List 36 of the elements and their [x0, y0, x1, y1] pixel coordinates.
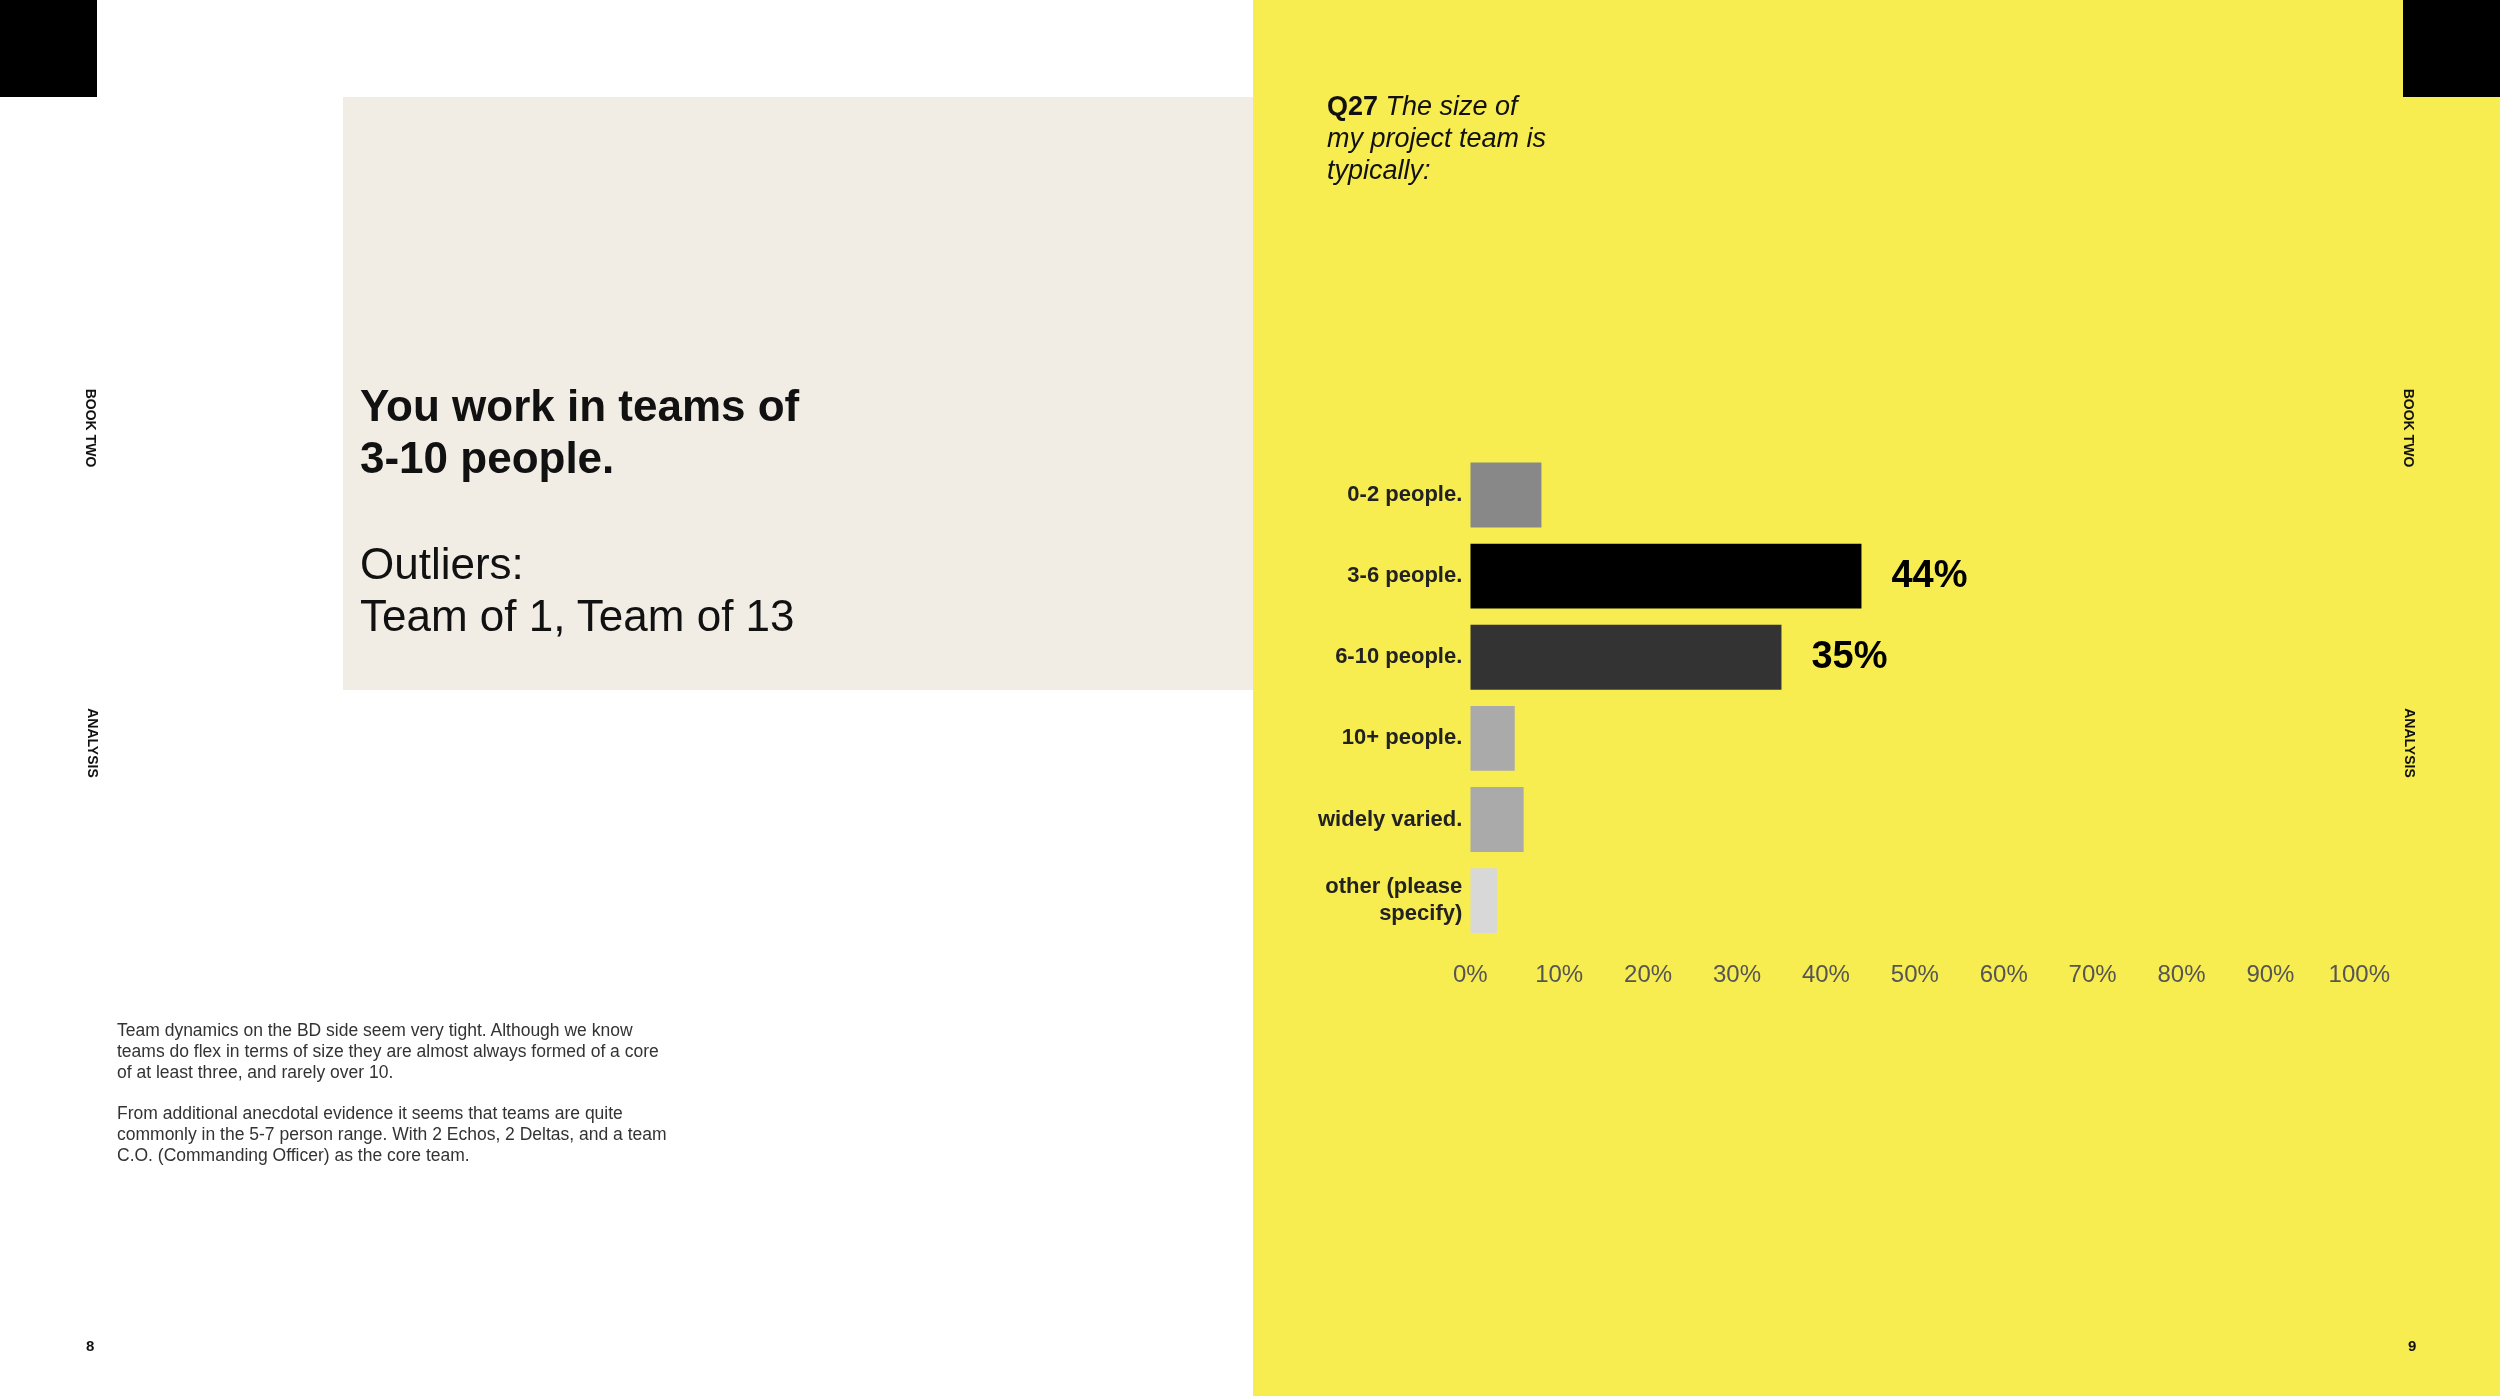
bar — [1470, 543, 1862, 609]
text: BOOK TWO — [83, 388, 100, 468]
x-tick-label: 70% — [2068, 960, 2117, 988]
x-tick-label: 50% — [1890, 960, 1939, 988]
text: Outliers: Team of 1, Team of 13 — [360, 538, 795, 642]
text: ANALYSIS — [84, 708, 101, 778]
chart-title: Q27 The size of my project team is typically: — [1327, 90, 1548, 186]
y-tick-label: 3-6 people. — [1347, 562, 1463, 588]
x-tick-label: 90% — [2246, 960, 2295, 988]
bar — [1470, 868, 1497, 934]
x-tick-label: 20% — [1624, 960, 1673, 988]
bar — [1470, 624, 1782, 690]
x-tick-label: 10% — [1535, 960, 1584, 988]
y-tick-label: 0-2 people. — [1347, 481, 1463, 507]
y-tick-label: other (please specify) — [1325, 873, 1463, 925]
text: ANALYSIS — [2401, 708, 2418, 778]
x-tick-label: 40% — [1801, 960, 1850, 988]
text: You work in teams of 3-10 people. — [360, 380, 800, 484]
text: 8 — [86, 1337, 95, 1354]
y-tick-label: 6-10 people. — [1335, 643, 1463, 669]
text: From additional anecdotal evidence it seems that teams are quite commonly in the 5-7 person range. With 2 Echos, 2 Deltas, and a team C.O. (Commanding Officer) as the core team. — [117, 1103, 668, 1166]
x-tick-label: 30% — [1712, 960, 1762, 988]
data-label: 44% — [1891, 552, 1968, 595]
x-tick-label: 60% — [1979, 960, 2028, 988]
text: 9 — [2408, 1337, 2417, 1354]
data-label: 35% — [1811, 633, 1888, 676]
x-tick-label: 80% — [2157, 960, 2206, 988]
bar — [1470, 787, 1524, 852]
bar — [1470, 705, 1515, 771]
x-tick-label: 100% — [2328, 960, 2390, 988]
bar — [1470, 462, 1542, 528]
text: BOOK TWO — [2401, 388, 2418, 468]
x-tick-label: 0% — [1452, 960, 1488, 988]
text: Team dynamics on the BD side seem very tight. Although we know teams do flex in terms of size they are almost always formed of a core of at least three, and rarely over 10. — [117, 1020, 660, 1083]
y-tick-label: widely varied. — [1316, 805, 1463, 831]
y-tick-label: 10+ people. — [1341, 724, 1463, 750]
